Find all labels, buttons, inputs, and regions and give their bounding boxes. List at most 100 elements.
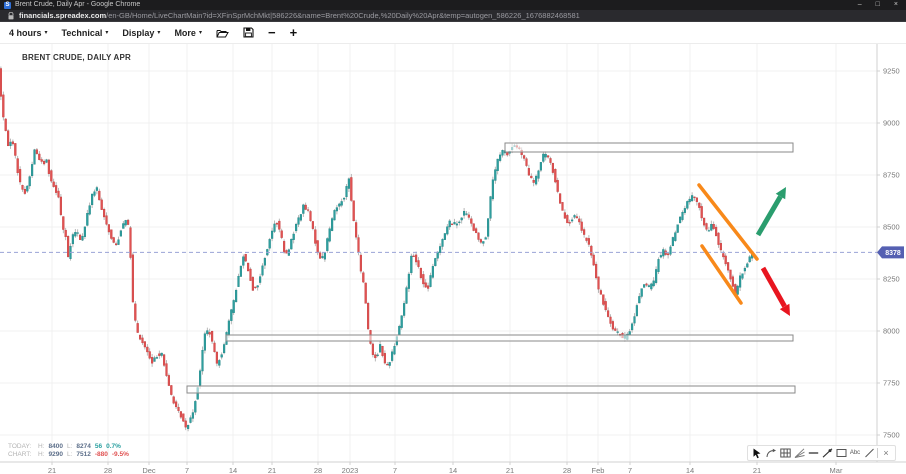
candlestick xyxy=(357,237,360,253)
candlestick xyxy=(347,178,350,189)
support-resistance-rectangle-2[interactable] xyxy=(225,334,794,342)
bullish-scenario-arrow[interactable] xyxy=(755,187,786,237)
fib-grid-tool-icon[interactable] xyxy=(779,447,791,459)
candlestick xyxy=(251,277,254,291)
candlestick xyxy=(453,222,456,225)
rectangle-tool-icon[interactable] xyxy=(835,447,847,459)
bearish-scenario-arrow[interactable] xyxy=(760,266,790,316)
orange-channel-line-1[interactable] xyxy=(697,183,759,261)
candlestick xyxy=(352,200,355,222)
candlestick xyxy=(95,187,98,191)
zoom-in-button[interactable]: + xyxy=(289,24,298,40)
candlestick xyxy=(741,273,744,279)
candlestick xyxy=(467,214,470,218)
support-resistance-rectangle-1[interactable] xyxy=(504,142,794,153)
candlestick xyxy=(122,223,125,229)
candlestick xyxy=(652,280,655,287)
candlestick xyxy=(736,285,739,295)
candlestick xyxy=(580,221,583,231)
trendline-tool-icon[interactable] xyxy=(821,447,833,459)
address-bar[interactable]: financials.spreadex.com/en-GB/Home/LiveC… xyxy=(0,10,906,22)
candlestick xyxy=(494,169,497,181)
text-tool-icon[interactable]: Abc xyxy=(849,450,861,456)
candlestick xyxy=(335,207,338,212)
timeframe-menu[interactable]: 4 hours ▾ xyxy=(9,27,48,38)
freehand-arrow-tool-icon[interactable] xyxy=(765,447,777,459)
support-resistance-rectangle-3[interactable] xyxy=(186,385,796,394)
candlestick xyxy=(74,232,77,237)
zoom-out-button[interactable]: − xyxy=(267,24,276,40)
candlestick xyxy=(295,223,298,232)
candlestick xyxy=(165,363,168,376)
candlestick xyxy=(86,213,89,226)
candlestick xyxy=(78,234,82,240)
open-folder-icon[interactable] xyxy=(216,28,229,38)
candlestick xyxy=(273,223,276,232)
candlestick xyxy=(278,220,281,230)
more-menu[interactable]: More ▾ xyxy=(174,27,202,38)
today-high: 8400 xyxy=(48,443,63,450)
candlestick xyxy=(338,203,341,207)
candlestick xyxy=(345,186,348,198)
caret-down-icon: ▾ xyxy=(44,30,48,36)
pointer-tool-icon[interactable] xyxy=(751,447,763,459)
candlestick xyxy=(700,206,703,219)
candlestick xyxy=(463,210,466,216)
orange-channel-line-2[interactable] xyxy=(700,244,743,305)
minimize-button[interactable]: – xyxy=(857,1,862,8)
candlestick xyxy=(126,219,130,225)
candlestick xyxy=(381,346,384,356)
candlestick xyxy=(604,301,607,311)
fan-lines-tool-icon[interactable] xyxy=(793,447,805,459)
candlestick xyxy=(227,320,230,335)
candlestick xyxy=(429,275,432,287)
candlestick xyxy=(712,224,715,229)
candlestick xyxy=(705,223,708,230)
technical-menu[interactable]: Technical ▾ xyxy=(61,27,109,38)
candlestick xyxy=(527,168,530,176)
candlestick xyxy=(26,185,29,192)
svg-text:8000: 8000 xyxy=(883,327,900,336)
candlestick xyxy=(681,212,684,220)
annotations-layer[interactable] xyxy=(186,142,796,394)
diagonal-line-tool-icon[interactable] xyxy=(863,447,875,459)
candlestick xyxy=(314,229,317,244)
candlestick xyxy=(367,303,370,330)
candlestick xyxy=(391,351,394,361)
candles-layer xyxy=(0,68,754,429)
candlestick xyxy=(239,265,242,277)
candlestick xyxy=(328,228,331,242)
candlestick xyxy=(578,218,581,223)
save-icon[interactable] xyxy=(243,27,254,38)
candlestick xyxy=(16,158,19,174)
candlestick xyxy=(76,232,79,234)
candlestick-chart-canvas[interactable]: 9250 9000 8750 8500 8250 8000 7750 7500 21 28 Dec 7… xyxy=(0,44,906,474)
horizontal-line-tool-icon[interactable] xyxy=(807,447,819,459)
close-button[interactable]: × xyxy=(893,1,898,8)
candlestick xyxy=(599,290,602,295)
candlestick xyxy=(695,197,698,202)
candlestick xyxy=(57,190,60,198)
candlestick xyxy=(333,210,336,221)
candlestick xyxy=(746,263,749,268)
candlestick xyxy=(631,323,634,331)
lock-icon[interactable] xyxy=(8,11,14,20)
candlestick xyxy=(177,406,180,411)
candlestick xyxy=(186,425,190,429)
candlestick xyxy=(496,158,499,171)
candlestick xyxy=(667,253,670,256)
maximize-button[interactable]: □ xyxy=(875,1,880,8)
candlestick xyxy=(587,238,590,245)
candlestick xyxy=(234,290,238,303)
candlestick xyxy=(739,275,742,288)
candlestick xyxy=(114,243,118,246)
candlestick xyxy=(676,224,679,233)
display-menu[interactable]: Display ▾ xyxy=(122,27,161,38)
candlestick xyxy=(398,325,401,335)
price-chart[interactable]: 9250 9000 8750 8500 8250 8000 7750 7500 21 28 Dec 7… xyxy=(0,44,906,474)
delete-drawing-button[interactable]: × xyxy=(883,448,889,458)
candlestick xyxy=(172,396,175,404)
chart-instrument-title: BRENT CRUDE, DAILY APR xyxy=(22,53,132,62)
candlestick xyxy=(355,222,358,238)
